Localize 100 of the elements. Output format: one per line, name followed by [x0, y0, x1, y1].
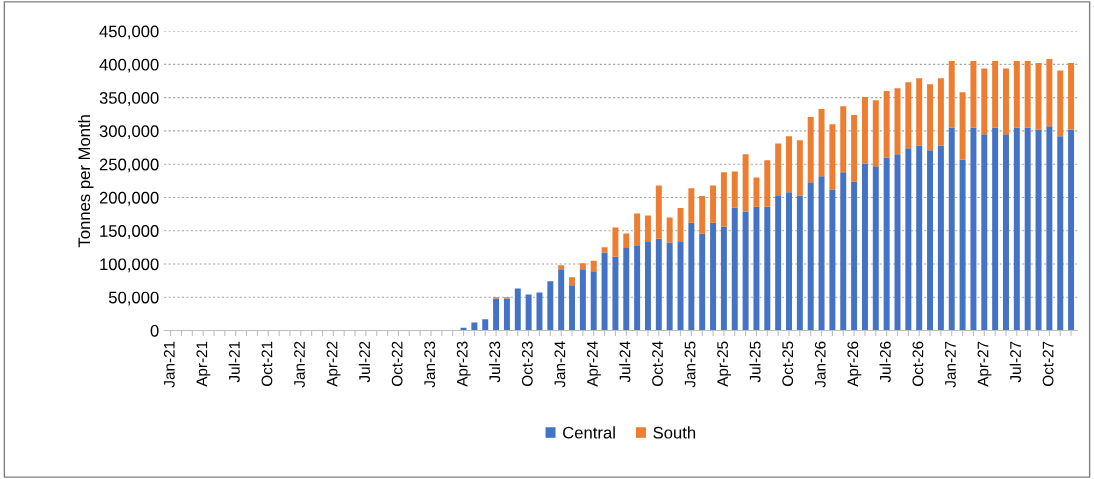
x-tick-label: Jan-21 — [163, 341, 175, 388]
bar — [742, 154, 749, 212]
bar — [612, 227, 619, 257]
bar — [883, 91, 890, 158]
bar — [710, 185, 717, 223]
bar — [731, 171, 738, 208]
x-tick-label: Jul-23 — [488, 341, 501, 383]
bar — [829, 189, 836, 331]
y-axis-title: Tonnes per Month — [77, 115, 94, 248]
bar — [764, 160, 771, 207]
x-tick-label: Jan-23 — [424, 341, 436, 388]
bar — [959, 159, 966, 331]
bar — [861, 97, 868, 164]
y-tick-label: 0 — [150, 324, 159, 337]
bar — [883, 157, 890, 331]
bar — [666, 217, 673, 243]
bar — [720, 172, 727, 227]
bar — [937, 78, 944, 146]
bar — [601, 247, 608, 253]
y-tick-label: 450,000 — [99, 25, 159, 40]
bar — [1046, 126, 1053, 331]
y-tick-label: 250,000 — [99, 158, 159, 173]
bar — [1057, 70, 1064, 137]
bar — [1003, 134, 1009, 331]
bar — [916, 145, 923, 331]
bar — [601, 252, 608, 331]
x-tick-label: Oct-25 — [782, 341, 794, 387]
bar — [992, 127, 999, 331]
x-tick-label: Jan-27 — [945, 341, 956, 388]
bar — [796, 140, 803, 196]
bar — [948, 127, 955, 331]
bar — [590, 271, 597, 331]
x-tick-label: Apr-26 — [847, 341, 862, 387]
x-tick-label: Oct-26 — [912, 341, 924, 387]
bar — [590, 260, 597, 272]
bar — [807, 182, 814, 331]
bar — [840, 172, 847, 331]
bar — [1068, 129, 1075, 331]
x-tick-label: Oct-21 — [261, 341, 273, 387]
bar — [710, 222, 717, 331]
bar — [981, 134, 988, 331]
x-tick-label: Apr-24 — [587, 341, 601, 387]
bar — [927, 150, 934, 331]
x-tick-label: Apr-23 — [456, 341, 471, 387]
bar — [1035, 129, 1042, 331]
bar — [579, 269, 586, 331]
bar — [688, 188, 695, 223]
x-tick-label: Jul-24 — [619, 341, 631, 383]
bar — [753, 206, 760, 331]
x-tick-label: Jul-27 — [1009, 341, 1021, 383]
bar — [699, 196, 706, 234]
bar — [536, 292, 543, 331]
bar — [1024, 61, 1031, 128]
bar — [655, 185, 662, 239]
x-tick-label: Jul-21 — [228, 341, 240, 383]
bar — [655, 238, 662, 331]
bar — [731, 207, 738, 331]
bar — [916, 78, 923, 146]
bar — [644, 241, 651, 331]
bar — [688, 222, 695, 331]
x-tick-label: Apr-21 — [196, 341, 211, 387]
bar — [992, 61, 999, 128]
bar — [493, 298, 500, 331]
x-tick-label: Jul-22 — [358, 341, 370, 383]
bar — [937, 145, 944, 331]
bar — [558, 269, 565, 331]
bar — [742, 211, 749, 331]
bar — [634, 213, 641, 247]
y-tick-label: 300,000 — [99, 125, 159, 140]
y-tick-label: 350,000 — [99, 92, 159, 106]
bar — [514, 288, 521, 331]
bar — [720, 226, 727, 331]
bar — [503, 298, 510, 331]
y-tick-label: 200,000 — [99, 191, 159, 206]
bar — [1013, 61, 1020, 128]
bar — [786, 136, 792, 193]
x-tick-label: Jul-25 — [749, 341, 761, 383]
bar — [623, 247, 630, 331]
x-tick-label: Jan-22 — [294, 341, 305, 388]
bar — [959, 92, 966, 160]
y-tick-label: 100,000 — [100, 258, 159, 273]
bar — [699, 233, 706, 331]
bar — [927, 84, 934, 151]
x-tick-label: Jan-24 — [554, 341, 566, 388]
bar — [818, 108, 825, 177]
bar — [981, 68, 988, 135]
bar — [1003, 68, 1009, 135]
x-tick-label: Oct-22 — [391, 341, 403, 387]
bar — [818, 176, 825, 331]
bar — [482, 319, 489, 331]
x-tick-label: Jan-26 — [814, 341, 826, 388]
bar — [905, 82, 912, 149]
bar — [1057, 136, 1064, 331]
bar — [970, 61, 977, 128]
bar — [1068, 63, 1075, 130]
bar — [547, 281, 554, 331]
bar — [775, 196, 782, 331]
x-tick-label: Oct-23 — [521, 341, 533, 387]
x-tick-label: Apr-22 — [326, 341, 341, 387]
x-tick-label: Jan-25 — [684, 341, 696, 388]
